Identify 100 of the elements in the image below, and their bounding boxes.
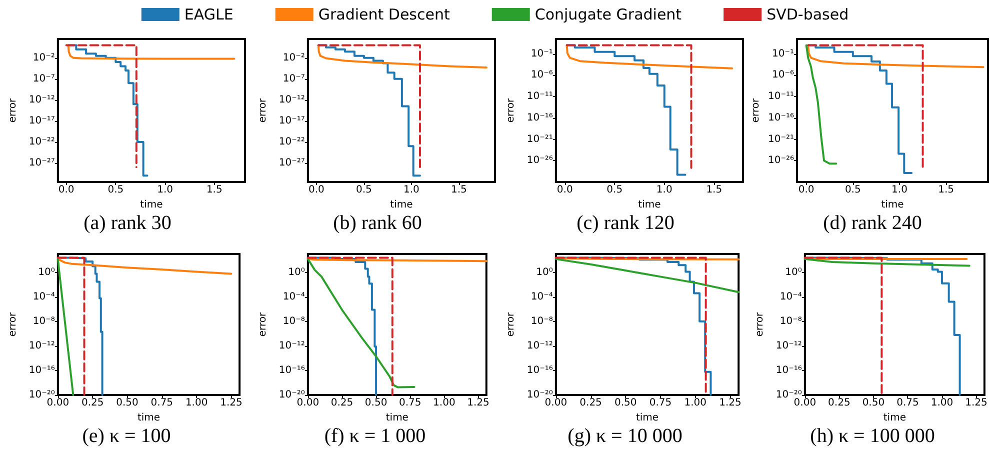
- x-tick-label: 0.25: [330, 398, 354, 408]
- y-tick-label: 10⁻¹⁶: [776, 364, 802, 376]
- y-tick-label: 10⁻¹⁶: [768, 112, 794, 124]
- y-axis-title: error: [258, 98, 268, 123]
- x-tick-label: 0.5: [844, 184, 861, 196]
- line-series: [56, 258, 232, 275]
- x-tick-label: 1.5: [938, 184, 954, 196]
- y-axis-title: error: [506, 98, 516, 123]
- y-tick-label: 10⁻²⁶: [768, 155, 794, 166]
- y-tick-label: 10⁻⁷: [282, 73, 305, 84]
- y-tick-label: 10⁻¹²: [526, 340, 553, 352]
- y-axis-title: error: [8, 98, 18, 123]
- line-series: [67, 44, 236, 60]
- x-tick-label: 1.25: [467, 398, 490, 408]
- x-tick-label: 0.00: [296, 398, 320, 408]
- text: (d) rank 240: [823, 212, 922, 234]
- y-tick-label: 10⁰: [785, 266, 802, 278]
- text: (g) κ = 10 000: [568, 425, 682, 447]
- x-tick-label: 0.50: [116, 398, 138, 408]
- line-series: [306, 258, 416, 388]
- y-tick-label: 10⁻⁴: [282, 291, 305, 302]
- text: (a) rank 30: [84, 212, 172, 234]
- text: (c) rank 120: [576, 212, 674, 234]
- y-tick-label: 10⁻²: [282, 52, 305, 64]
- y-tick-label: 10⁻²¹: [526, 134, 553, 145]
- x-tick-label: 1.00: [433, 398, 456, 408]
- y-tick-label: 10⁻⁴: [530, 291, 553, 302]
- x-tick-label: 1.0: [403, 184, 420, 196]
- y-tick-label: 10⁻¹⁶: [28, 364, 55, 376]
- y-tick-label: 10⁻¹⁶: [278, 364, 305, 376]
- x-axis-title: time: [386, 412, 408, 424]
- y-tick-label: 10⁻⁶: [530, 70, 553, 81]
- x-tick-label: 0.00: [544, 398, 568, 408]
- y-tick-label: 10⁻⁸: [32, 316, 55, 327]
- x-tick-label: 0.25: [81, 398, 104, 408]
- y-tick-label: 10⁻¹²: [28, 94, 55, 106]
- x-axis-title: time: [881, 199, 904, 210]
- text: (e) κ = 100: [82, 425, 171, 447]
- x-tick-label: 0.75: [896, 398, 919, 408]
- y-tick-label: 10⁻²⁷: [278, 157, 305, 168]
- y-tick-label: 10⁻¹: [530, 48, 553, 60]
- x-tick-label: 1.25: [220, 398, 242, 408]
- y-tick-label: 10⁻⁸: [282, 316, 305, 327]
- y-tick-label: 10⁰: [288, 266, 305, 278]
- x-tick-label: 1.0: [656, 184, 672, 196]
- y-tick-label: 10⁰: [38, 266, 55, 278]
- x-tick-label: 0.5: [108, 184, 124, 196]
- y-tick-label: 10⁻²⁶: [526, 155, 553, 166]
- x-axis-title: time: [638, 199, 661, 210]
- y-tick-label: 10⁻²²: [28, 136, 55, 148]
- y-tick-label: 10⁻⁷: [32, 73, 55, 84]
- y-tick-label: 10⁻⁸: [530, 316, 553, 327]
- y-tick-label: 10⁻¹⁶: [526, 112, 553, 124]
- line-series: [566, 44, 734, 70]
- x-tick-label: 1.5: [706, 184, 722, 196]
- x-tick-label: 0.5: [606, 184, 623, 196]
- x-tick-label: 0.50: [364, 398, 388, 408]
- y-tick-label: 10⁻¹⁷: [278, 115, 305, 126]
- y-tick-label: 10⁻¹²: [278, 340, 305, 352]
- x-tick-label: 1.5: [450, 184, 467, 196]
- line-series: [805, 44, 838, 165]
- y-tick-label: 10⁻²¹: [768, 134, 794, 145]
- legend-label: EAGLE: [184, 6, 234, 24]
- x-tick-label: 1.00: [684, 398, 706, 408]
- text: (h) κ = 100 000: [810, 425, 935, 447]
- y-tick-label: 10⁰: [536, 266, 553, 278]
- y-tick-label: 10⁻²: [32, 52, 55, 64]
- y-tick-label: 10⁻¹²: [28, 340, 55, 352]
- y-tick-label: 10⁻⁴: [780, 291, 802, 302]
- line-series: [807, 44, 984, 68]
- legend-label: Gradient Descent: [318, 6, 450, 24]
- x-tick-label: 0.50: [862, 398, 885, 408]
- x-axis-title: time: [137, 412, 160, 424]
- y-tick-label: 10⁻⁶: [772, 70, 794, 81]
- x-axis-title: time: [883, 412, 906, 424]
- x-tick-label: 1.0: [157, 184, 173, 196]
- x-tick-label: 0.0: [308, 184, 324, 196]
- y-axis-title: error: [506, 312, 516, 337]
- y-tick-label: 10⁻¹⁷: [28, 115, 55, 126]
- x-tick-label: 0.75: [398, 398, 422, 408]
- x-tick-label: 1.00: [185, 398, 208, 408]
- line-series: [317, 44, 488, 69]
- y-tick-label: 10⁻¹: [772, 48, 794, 60]
- x-axis-title: time: [140, 199, 163, 210]
- legend-label: Conjugate Gradient: [534, 6, 682, 24]
- y-tick-label: 10⁻²²: [278, 136, 305, 148]
- x-tick-label: 1.0: [892, 184, 908, 196]
- x-tick-label: 1.00: [930, 398, 954, 408]
- x-axis-title: time: [636, 412, 659, 424]
- x-tick-label: 0.75: [649, 398, 672, 408]
- y-tick-label: 10⁻⁴: [32, 291, 55, 302]
- x-tick-label: 0.25: [580, 398, 602, 408]
- y-tick-label: 10⁻⁸: [780, 316, 802, 327]
- y-axis-title: error: [754, 312, 766, 337]
- y-tick-label: 10⁻¹⁶: [526, 364, 553, 376]
- x-tick-label: 0.5: [356, 184, 372, 196]
- x-tick-label: 0.50: [614, 398, 637, 408]
- y-tick-label: 10⁻²⁷: [28, 157, 55, 168]
- y-tick-label: 10⁻¹¹: [526, 91, 553, 102]
- y-tick-label: 10⁻¹²: [776, 340, 802, 352]
